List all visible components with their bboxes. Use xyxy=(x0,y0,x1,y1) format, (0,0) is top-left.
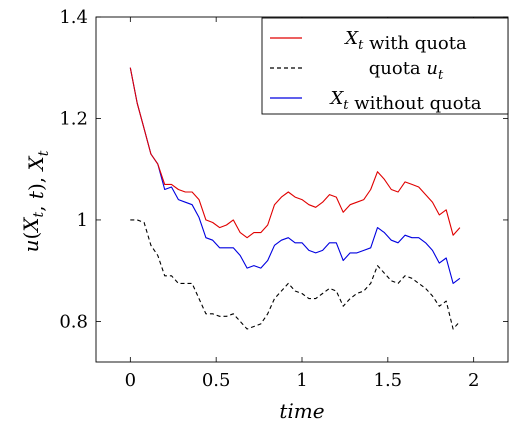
legend-box xyxy=(261,17,509,115)
y-tick-label: 1.4 xyxy=(59,7,88,28)
legend: Xt with quota quota ut Xt without quota xyxy=(261,17,509,115)
x-tick-label: 0 xyxy=(125,370,136,391)
x-tick-label: 1.5 xyxy=(374,370,403,391)
legend-entry-1: quota ut xyxy=(369,58,444,83)
x-axis-label: time xyxy=(279,399,324,423)
series-layer xyxy=(129,67,461,330)
legend-entry-2: Xt without quota xyxy=(328,88,481,114)
x-tick-label: 2 xyxy=(468,370,479,391)
series-line-1 xyxy=(130,219,461,330)
series-line-0 xyxy=(129,67,461,239)
y-tick-label: 0.8 xyxy=(59,311,88,332)
legend-entry-0: Xt with quota xyxy=(343,28,467,54)
y-tick-label: 1.2 xyxy=(59,108,88,129)
y-axis-label: u(Xt, t), Xt xyxy=(19,150,52,252)
y-axis-label-text: u(Xt, t), Xt xyxy=(19,150,52,252)
ticks-layer: 0 0.5 1 1.5 2 0.8 1 1.2 1.4 xyxy=(59,7,508,391)
x-tick-label: 1 xyxy=(296,370,307,391)
y-tick-label: 1 xyxy=(77,210,88,231)
series-line-2 xyxy=(129,67,461,284)
x-tick-label: 0.5 xyxy=(202,370,231,391)
